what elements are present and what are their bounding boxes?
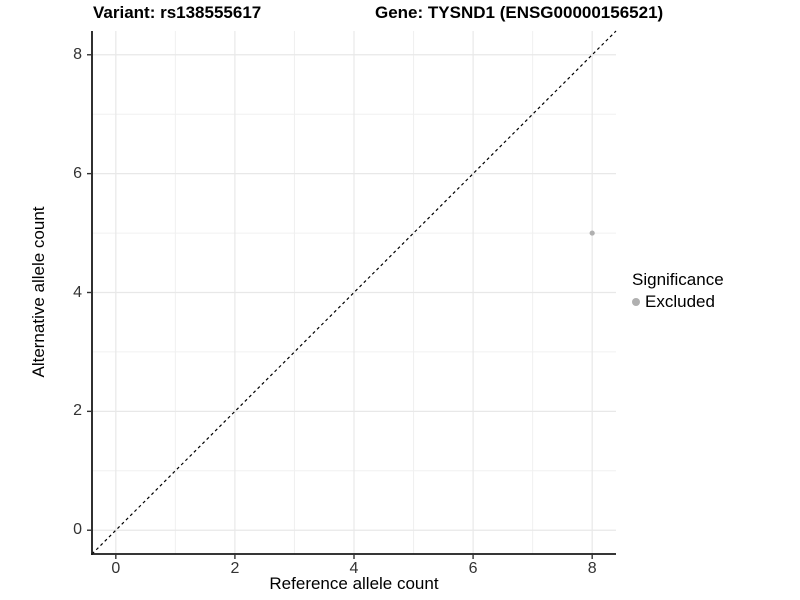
legend-entry-label: Excluded <box>645 292 715 311</box>
y-tick-label: 4 <box>73 283 82 301</box>
y-tick-label: 2 <box>73 402 82 420</box>
x-axis-title: Reference allele count <box>269 574 439 593</box>
plot-title-gene: Gene: TYSND1 (ENSG00000156521) <box>375 3 664 22</box>
x-tick-label: 4 <box>349 560 359 577</box>
y-tick-label: 8 <box>73 45 82 63</box>
plot-title-variant: Variant: rs138555617 <box>93 3 262 22</box>
x-tick-label: 0 <box>111 560 121 577</box>
x-tick-label: 2 <box>230 560 240 577</box>
x-tick-label: 8 <box>587 560 597 577</box>
x-tick-label: 6 <box>468 560 478 577</box>
legend-entry-excluded: Excluded <box>632 292 724 312</box>
y-tick-label: 6 <box>73 164 82 182</box>
legend-title: Significance <box>632 270 724 289</box>
data-point <box>589 230 595 236</box>
legend-key-dot-icon <box>632 298 640 306</box>
y-tick-label: 0 <box>73 521 82 539</box>
legend: Significance Excluded <box>632 270 724 312</box>
